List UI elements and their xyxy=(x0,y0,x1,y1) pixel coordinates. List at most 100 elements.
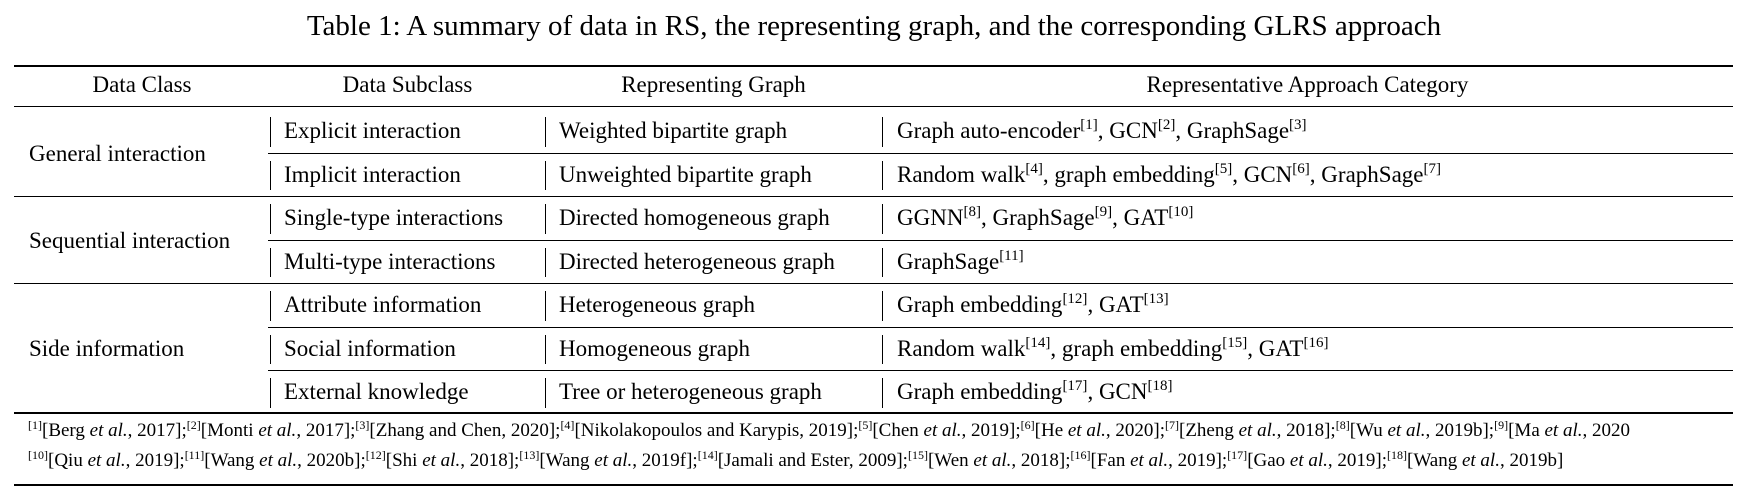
reference-year: , 2018]; xyxy=(1011,450,1071,471)
approach-name: GraphSage xyxy=(992,205,1095,230)
reference-year: , 2020b]; xyxy=(297,450,366,471)
column-divider xyxy=(545,378,546,408)
separator: , xyxy=(1097,118,1110,143)
reference-number: [10] xyxy=(28,448,48,462)
reference-number: [16] xyxy=(1070,448,1091,462)
citation-marker: [2] xyxy=(1157,117,1176,133)
reference-bracket: [ xyxy=(574,420,581,441)
row-rule xyxy=(268,370,1733,371)
column-divider xyxy=(270,160,271,190)
approach-name: GCN xyxy=(1109,118,1158,143)
reference-year: , 2019f]; xyxy=(632,450,698,471)
separator: , xyxy=(1175,118,1187,143)
column-divider xyxy=(882,291,883,321)
separator: , xyxy=(1042,161,1055,187)
reference-number: [7] xyxy=(1164,418,1179,432)
reference-author: Chen xyxy=(878,420,924,441)
column-divider xyxy=(545,160,546,190)
citation-marker: [13] xyxy=(1143,291,1169,307)
header-data-class: Data Class xyxy=(92,72,192,97)
header-approach-category: Representative Approach Category xyxy=(1146,72,1469,97)
separator: , xyxy=(1050,335,1062,361)
reference-number: [1] xyxy=(28,418,42,432)
data-class-cell: Sequential interaction xyxy=(29,227,231,253)
column-divider xyxy=(882,160,883,190)
column-divider xyxy=(882,117,883,147)
citation-marker: [16] xyxy=(1303,334,1329,351)
approach-name: graph embedding xyxy=(1054,161,1215,187)
reference-bracket: [ xyxy=(1247,450,1254,471)
reference-year: , 2020 xyxy=(1582,420,1631,441)
citation-marker: [10] xyxy=(1168,204,1194,220)
group-rule xyxy=(14,196,1733,197)
reference-author: Ma xyxy=(1514,420,1545,441)
approach-name: Graph auto-encoder xyxy=(897,118,1081,143)
reference-bracket: [ xyxy=(204,450,211,471)
approach-name: GGNN xyxy=(897,205,964,230)
reference-year: , 2019b]; xyxy=(1425,420,1495,441)
reference-author: Berg xyxy=(48,420,90,441)
reference-year: , 2019]; xyxy=(125,450,185,471)
approach-name: Graph embedding xyxy=(897,379,1063,404)
approach-name: Random walk xyxy=(897,335,1026,361)
column-divider xyxy=(545,204,546,234)
reference-year: , 2017]; xyxy=(296,420,356,441)
reference-author: Jamali and Ester, 2009]; xyxy=(724,450,908,471)
separator: , xyxy=(1087,292,1099,317)
reference-etal: et al. xyxy=(259,450,298,471)
column-divider xyxy=(270,334,271,364)
reference-year: , 2020]; xyxy=(1105,420,1165,441)
data-subclass-cell: Single-type interactions xyxy=(284,205,504,230)
reference-bracket: [ xyxy=(48,450,55,471)
reference-line: [10][Qiu et al., 2019];[11][Wang et al.,… xyxy=(28,449,1563,473)
reference-author: Wang xyxy=(210,450,260,471)
column-divider xyxy=(882,334,883,364)
column-divider xyxy=(545,291,546,321)
approach-name: GAT xyxy=(1098,292,1144,317)
reference-author: Nikolakopoulos and Karypis, 2019]; xyxy=(580,420,859,441)
reference-bracket: [ xyxy=(1178,420,1186,441)
approach-name: graph embedding xyxy=(1061,335,1223,361)
header-data-subclass: Data Subclass xyxy=(342,72,473,97)
approach-category-cell: Graph embedding[17], GCN[18] xyxy=(897,377,1173,407)
reference-year: , 2019]; xyxy=(1327,450,1388,471)
separator: , xyxy=(1112,205,1124,230)
reference-number: [5] xyxy=(858,418,873,432)
approach-name: GraphSage xyxy=(1321,161,1424,187)
reference-author: Qiu xyxy=(54,450,88,471)
citation-marker: [5] xyxy=(1214,160,1233,177)
approach-category-cell: Random walk[4], graph embedding[5], GCN[… xyxy=(897,160,1441,190)
separator: , xyxy=(1087,379,1099,404)
reference-line: [1][Berg et al., 2017];[2][Monti et al.,… xyxy=(28,419,1630,443)
approach-category-cell: GGNN[8], GraphSage[9], GAT[10] xyxy=(897,203,1193,233)
reference-author: Fan xyxy=(1096,450,1131,471)
separator: , xyxy=(1247,335,1259,361)
column-divider xyxy=(545,117,546,147)
data-class-cell: Side information xyxy=(29,336,185,362)
reference-year: , 2019b] xyxy=(1499,450,1564,471)
reference-bracket: [ xyxy=(872,420,879,441)
reference-author: Gao xyxy=(1253,450,1290,471)
reference-etal: et al. xyxy=(594,450,633,471)
reference-year: , 2019]; xyxy=(961,420,1021,441)
separator: , xyxy=(1232,161,1244,187)
reference-number: [8] xyxy=(1335,418,1350,432)
reference-author: Wu xyxy=(1356,420,1388,441)
reference-number: [14] xyxy=(697,448,718,462)
reference-author: Monti xyxy=(207,420,259,441)
approach-category-cell: Random walk[14], graph embedding[15], GA… xyxy=(897,334,1328,364)
citation-marker: [1] xyxy=(1080,117,1098,133)
reference-number: [12] xyxy=(365,448,386,462)
reference-author: Zheng xyxy=(1185,420,1239,441)
reference-bracket: [ xyxy=(1349,420,1357,441)
reference-etal: et al. xyxy=(1461,450,1500,471)
reference-bracket: [ xyxy=(1508,420,1515,441)
citation-marker: [11] xyxy=(999,247,1024,264)
column-divider xyxy=(270,117,271,147)
separator: , xyxy=(1309,161,1322,187)
approach-category-cell: GraphSage[11] xyxy=(897,247,1024,277)
reference-etal: et al. xyxy=(973,450,1012,471)
citation-marker: [7] xyxy=(1423,160,1441,177)
citation-marker: [8] xyxy=(963,204,981,220)
approach-name: GAT xyxy=(1123,205,1169,230)
